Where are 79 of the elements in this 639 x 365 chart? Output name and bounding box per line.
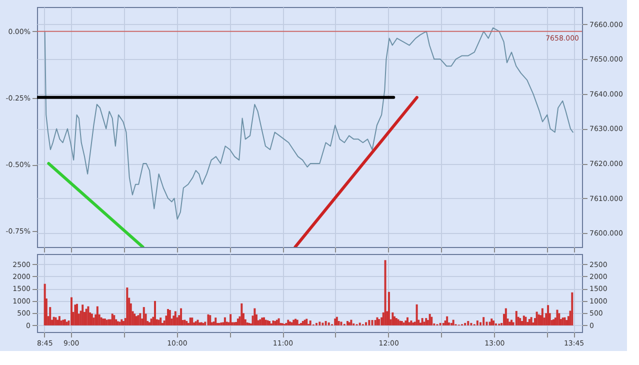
bar xyxy=(207,314,210,326)
bar xyxy=(154,300,156,326)
bar xyxy=(452,320,454,326)
bar xyxy=(96,306,98,326)
bar xyxy=(272,320,274,326)
bar xyxy=(358,322,361,326)
bar xyxy=(470,322,472,326)
bar xyxy=(530,317,532,326)
bar xyxy=(224,317,226,326)
bar xyxy=(446,316,448,326)
bar xyxy=(558,313,560,326)
bar xyxy=(180,308,182,326)
bar xyxy=(294,318,297,326)
bar xyxy=(292,320,295,326)
bar xyxy=(186,320,188,326)
bar xyxy=(322,322,324,326)
bar xyxy=(120,319,123,326)
bar xyxy=(467,320,470,326)
bar xyxy=(450,322,452,326)
bar xyxy=(64,319,66,326)
bar xyxy=(115,319,118,326)
bar xyxy=(423,322,426,326)
bar xyxy=(556,310,558,326)
bar xyxy=(368,320,370,326)
bar xyxy=(261,318,264,326)
bar xyxy=(510,320,513,326)
bar xyxy=(340,322,342,326)
bar xyxy=(309,320,312,326)
bar xyxy=(464,322,466,326)
bar xyxy=(334,318,336,326)
bar xyxy=(268,320,270,326)
bar xyxy=(371,320,374,326)
bar xyxy=(142,307,145,326)
bar xyxy=(571,292,574,326)
bar xyxy=(365,322,368,326)
bar xyxy=(350,320,352,326)
bar xyxy=(336,316,338,326)
bar xyxy=(318,322,321,326)
bar xyxy=(254,308,256,326)
bar xyxy=(430,316,433,326)
bar xyxy=(87,306,90,326)
bar xyxy=(70,297,72,326)
bar xyxy=(378,319,380,326)
bar xyxy=(287,320,290,326)
bar xyxy=(406,317,408,326)
bar xyxy=(515,310,518,326)
bar xyxy=(262,317,265,326)
bar xyxy=(528,319,530,326)
bar xyxy=(214,318,217,326)
bar xyxy=(324,320,327,326)
bar xyxy=(384,260,386,326)
bar xyxy=(174,311,176,326)
bar xyxy=(209,315,212,326)
bar xyxy=(240,303,243,326)
bar xyxy=(274,320,276,326)
bar xyxy=(315,322,318,326)
bar xyxy=(62,320,64,326)
bar xyxy=(82,304,84,326)
bar xyxy=(56,320,59,326)
bar xyxy=(399,320,402,326)
bar xyxy=(76,304,78,326)
bar xyxy=(416,304,418,326)
bar xyxy=(280,322,282,326)
bar xyxy=(547,305,550,326)
bar xyxy=(296,320,298,326)
bar xyxy=(376,317,378,326)
bar xyxy=(492,320,495,326)
bar xyxy=(230,314,232,326)
bar xyxy=(508,322,511,326)
bar xyxy=(160,318,162,326)
bar xyxy=(338,320,340,326)
bar xyxy=(439,322,442,326)
bar xyxy=(482,317,485,326)
bar xyxy=(541,308,544,326)
bar xyxy=(328,322,330,326)
bar xyxy=(476,320,478,326)
bar xyxy=(490,318,493,326)
bar xyxy=(425,318,428,326)
bar xyxy=(198,322,201,326)
